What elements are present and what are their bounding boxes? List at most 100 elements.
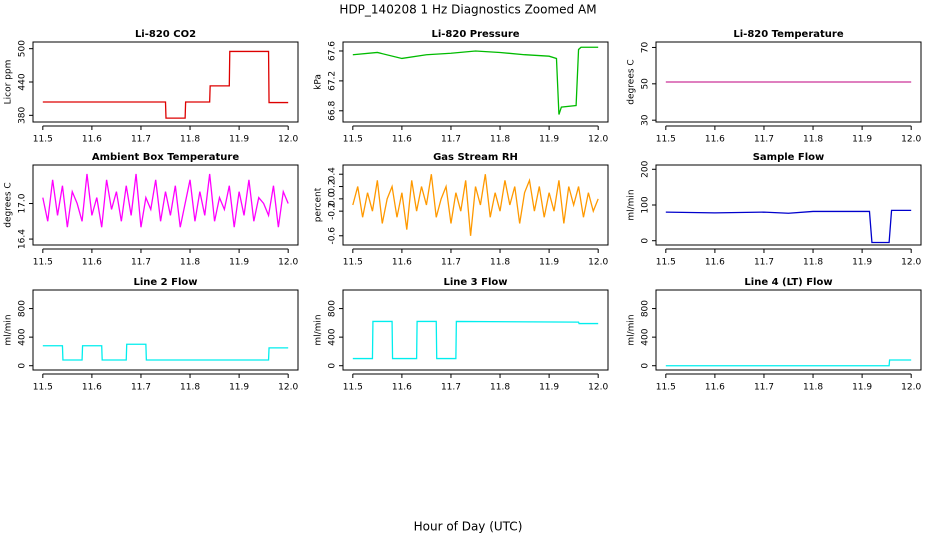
- x-tick-label: 12.0: [901, 383, 921, 393]
- x-tick-label: 11.7: [441, 383, 461, 393]
- plot-box: [342, 41, 609, 123]
- x-tick-label: 11.9: [229, 258, 249, 268]
- x-tick-label: 11.5: [343, 383, 363, 393]
- y-tick-label: 500: [18, 40, 28, 57]
- y-tick-label: 800: [641, 300, 651, 317]
- y-tick-label: 67.2: [328, 71, 338, 91]
- x-tick-label: 11.6: [705, 383, 725, 393]
- y-tick-label: 0.4: [328, 167, 338, 182]
- x-tick-label: 11.8: [803, 258, 823, 268]
- data-line: [352, 320, 599, 360]
- x-tick-label: 11.8: [490, 258, 510, 268]
- panel-title: Li-820 Temperature: [733, 29, 843, 40]
- x-tick-label: 12.0: [278, 383, 298, 393]
- data-line: [352, 46, 599, 115]
- data-line: [42, 50, 289, 119]
- y-axis-label: degrees C: [4, 182, 14, 227]
- x-tick-label: 11.7: [754, 135, 774, 145]
- y-tick-label: 400: [18, 328, 28, 345]
- x-tick-label: 12.0: [901, 135, 921, 145]
- x-tick-label: 11.7: [754, 258, 774, 268]
- x-tick-label: 11.6: [705, 258, 725, 268]
- y-tick-label: 17.0: [18, 193, 28, 213]
- x-tick-label: 11.5: [656, 383, 676, 393]
- y-tick-label: 400: [641, 328, 651, 345]
- plot-box: [655, 41, 922, 123]
- x-tick-label: 11.8: [180, 383, 200, 393]
- x-tick-label: 11.8: [803, 383, 823, 393]
- x-tick-label: 11.7: [131, 383, 151, 393]
- x-tick-label: 11.6: [392, 135, 412, 145]
- y-axis-label: ml/min: [4, 314, 14, 345]
- plot-box: [655, 289, 922, 371]
- x-tick-label: 11.6: [82, 258, 102, 268]
- y-axis-label: ml/min: [627, 189, 637, 220]
- x-tick-label: 11.5: [343, 258, 363, 268]
- data-line: [352, 174, 599, 236]
- x-tick-label: 11.6: [392, 258, 412, 268]
- panel-title: Line 2 Flow: [134, 277, 198, 288]
- y-tick-label: 16.4: [18, 229, 28, 249]
- y-tick-label: 800: [18, 300, 28, 317]
- data-line: [42, 343, 289, 361]
- y-axis-label: ml/min: [314, 314, 324, 345]
- x-tick-label: 11.5: [656, 258, 676, 268]
- y-tick-label: 0: [18, 363, 28, 369]
- panel-title: Line 4 (LT) Flow: [744, 277, 832, 288]
- x-tick-label: 11.7: [441, 258, 461, 268]
- y-tick-label: -0.2: [328, 202, 338, 220]
- y-tick-label: 400: [328, 328, 338, 345]
- x-tick-label: 11.9: [229, 383, 249, 393]
- x-tick-label: 11.5: [33, 135, 53, 145]
- y-tick-label: 200: [641, 160, 651, 177]
- x-tick-label: 12.0: [278, 135, 298, 145]
- x-tick-label: 11.8: [490, 383, 510, 393]
- x-tick-label: 11.7: [131, 258, 151, 268]
- x-tick-label: 11.6: [392, 383, 412, 393]
- y-tick-label: 0.2: [328, 179, 338, 193]
- x-tick-label: 11.5: [33, 258, 53, 268]
- y-tick-label: 0: [641, 238, 651, 244]
- x-tick-label: 12.0: [588, 383, 608, 393]
- x-tick-label: 11.8: [803, 135, 823, 145]
- y-tick-label: 30: [641, 114, 651, 126]
- y-axis-label: Licor ppm: [4, 60, 14, 105]
- y-axis-label: ml/min: [627, 314, 637, 345]
- x-tick-label: 11.8: [180, 258, 200, 268]
- data-line: [665, 359, 912, 367]
- y-tick-label: 0.0: [328, 191, 338, 206]
- y-tick-label: 66.8: [328, 100, 338, 120]
- x-tick-label: 11.5: [656, 135, 676, 145]
- x-tick-label: 12.0: [278, 258, 298, 268]
- panel-title: Sample Flow: [753, 152, 825, 163]
- y-tick-label: 0: [641, 363, 651, 369]
- y-axis-label: kPa: [314, 74, 324, 90]
- y-tick-label: 50: [641, 78, 651, 90]
- x-tick-label: 11.7: [131, 135, 151, 145]
- panel-title: Li-820 CO2: [135, 29, 196, 40]
- plot-box: [32, 289, 299, 371]
- y-tick-label: 67.6: [328, 41, 338, 61]
- x-tick-label: 11.7: [441, 135, 461, 145]
- x-tick-label: 11.9: [852, 258, 872, 268]
- x-tick-label: 11.9: [852, 383, 872, 393]
- data-line: [42, 173, 289, 228]
- data-line: [665, 209, 912, 244]
- x-tick-label: 11.9: [852, 135, 872, 145]
- panel-title: Line 3 Flow: [444, 277, 508, 288]
- y-axis-label: percent: [314, 187, 324, 222]
- y-tick-label: -0.6: [328, 227, 338, 245]
- panel-title: Li-820 Pressure: [431, 29, 519, 40]
- figure-title: HDP_140208 1 Hz Diagnostics Zoomed AM: [339, 3, 596, 17]
- x-tick-label: 11.6: [82, 135, 102, 145]
- y-tick-label: 800: [328, 300, 338, 317]
- x-axis-label: Hour of Day (UTC): [414, 520, 523, 534]
- y-tick-label: 380: [18, 106, 28, 123]
- x-tick-label: 11.6: [705, 135, 725, 145]
- x-tick-label: 11.5: [33, 383, 53, 393]
- x-tick-label: 11.7: [754, 383, 774, 393]
- panel-title: Gas Stream RH: [433, 152, 518, 163]
- x-tick-label: 11.9: [229, 135, 249, 145]
